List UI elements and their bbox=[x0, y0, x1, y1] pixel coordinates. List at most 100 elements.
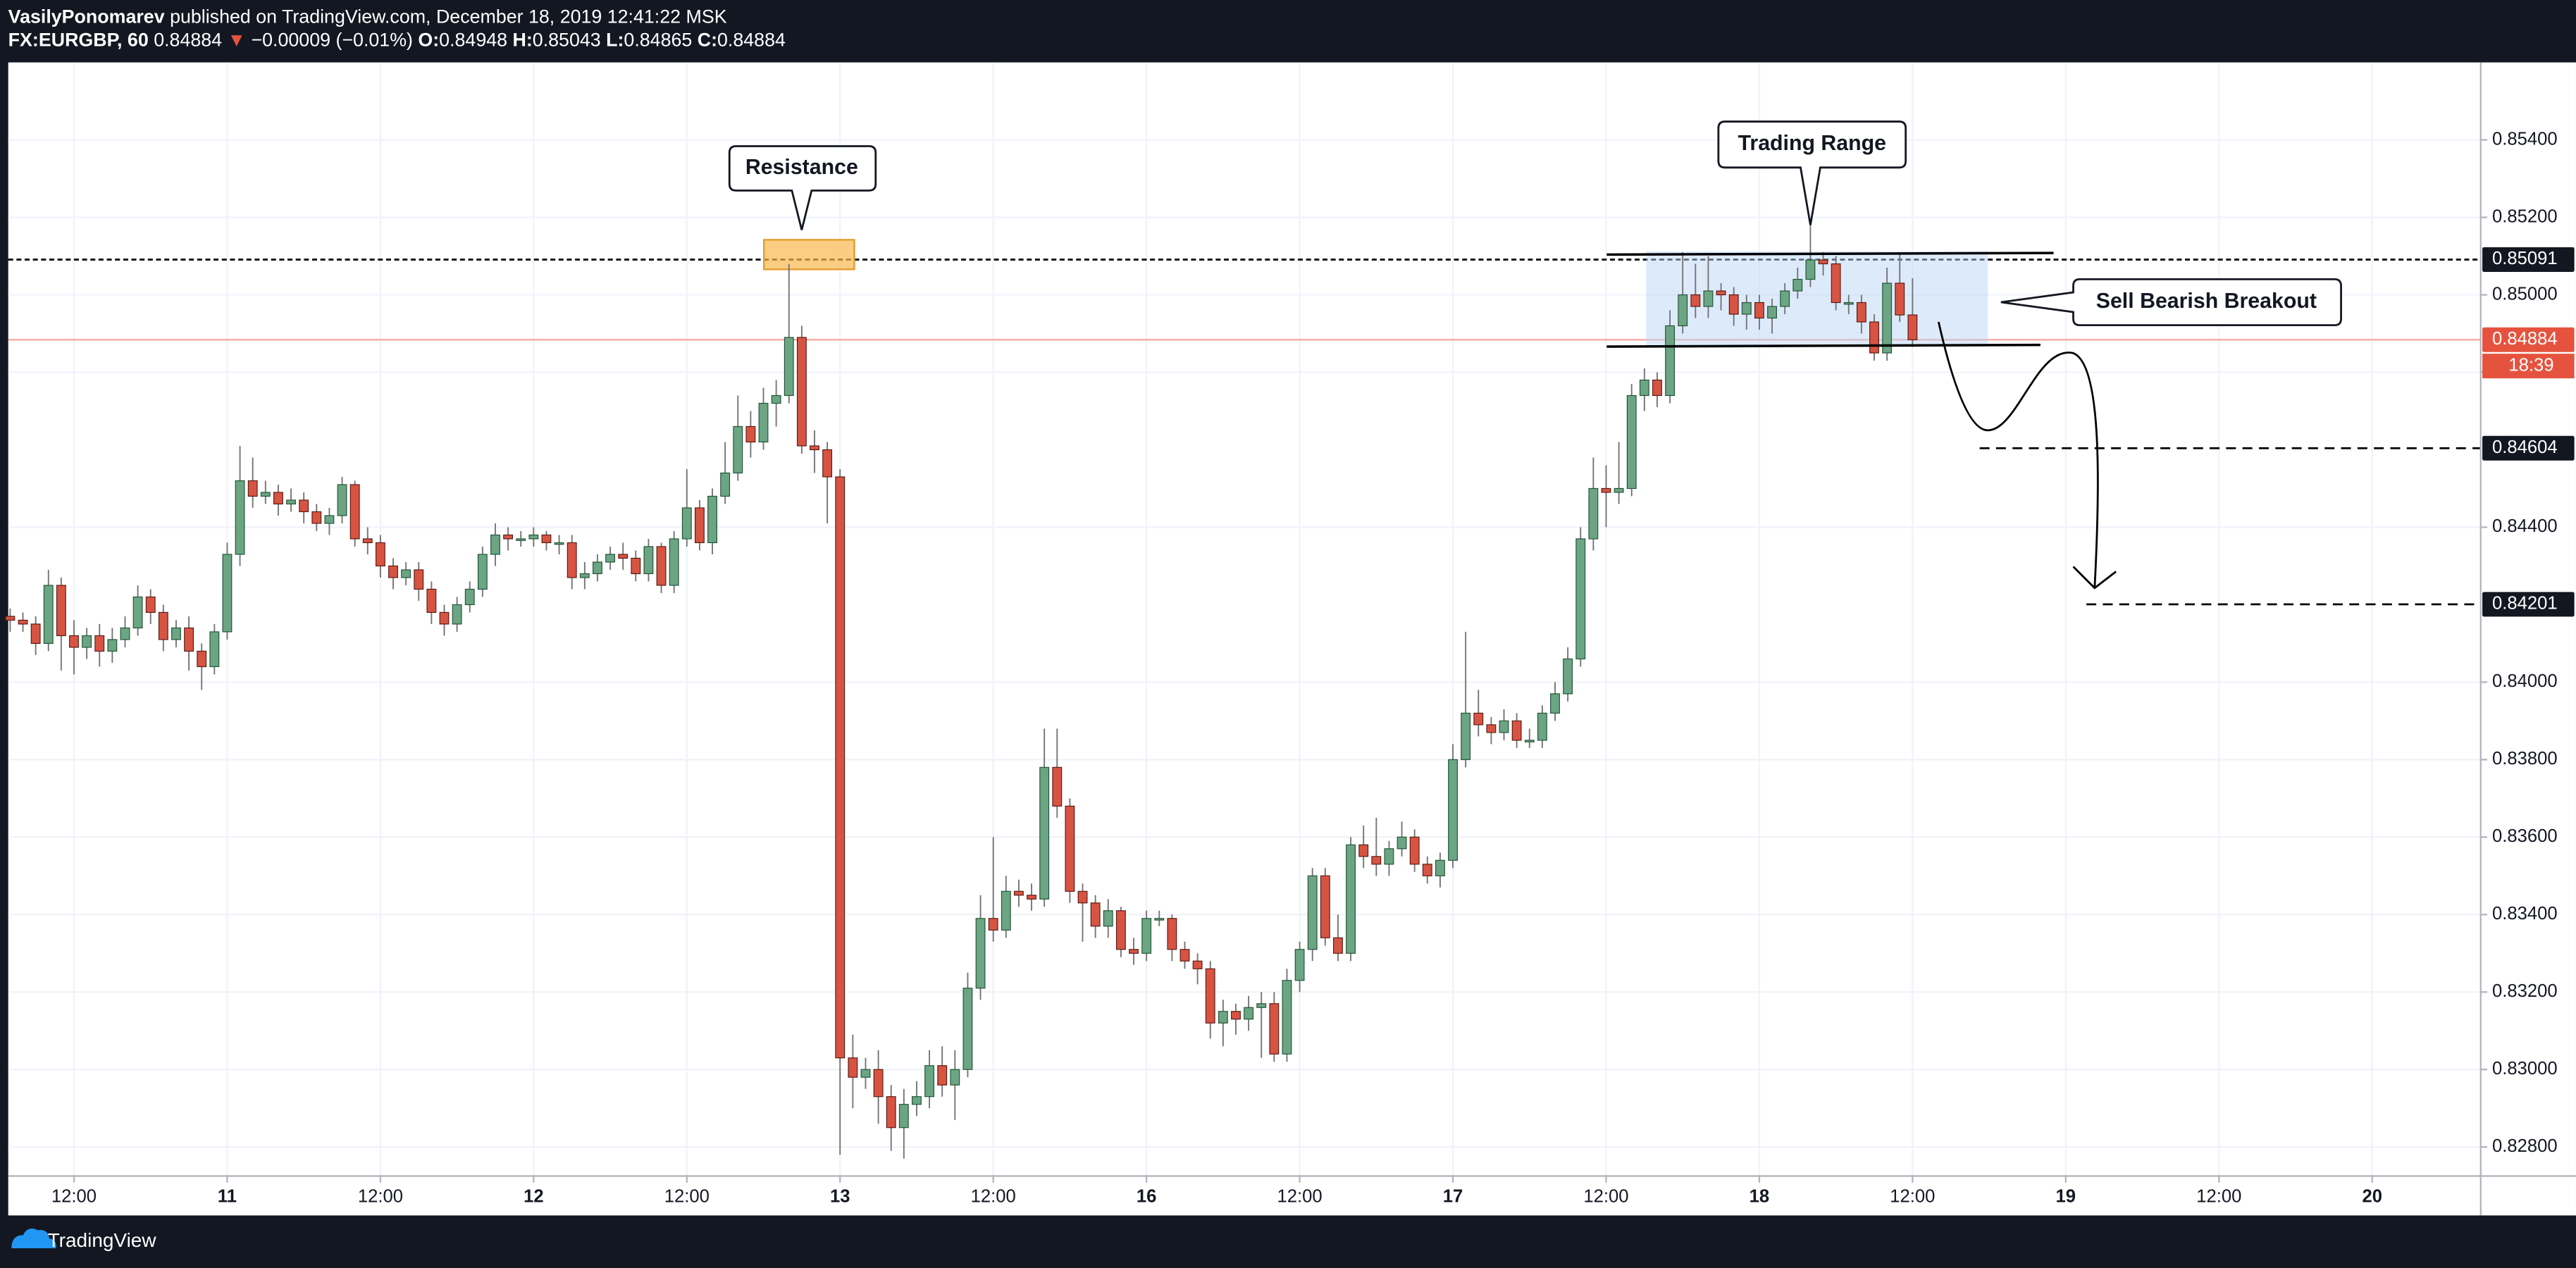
x-tick-label: 19 bbox=[2056, 1187, 2076, 1207]
candle-body bbox=[1448, 759, 1458, 861]
candle-body bbox=[299, 499, 309, 513]
candle-body bbox=[1639, 379, 1649, 397]
candle-body bbox=[1907, 314, 1918, 340]
candle-body bbox=[1333, 937, 1343, 954]
candle-body bbox=[43, 585, 54, 644]
candle-body bbox=[873, 1069, 884, 1098]
callout bbox=[2000, 278, 2342, 327]
x-tick-label: 12:00 bbox=[1583, 1187, 1628, 1207]
candle-body bbox=[1077, 890, 1088, 904]
candle-body bbox=[1728, 294, 1739, 315]
candle-body bbox=[414, 569, 424, 590]
candle-body bbox=[324, 515, 335, 524]
candle-body bbox=[1256, 1003, 1267, 1008]
candle-body bbox=[1371, 856, 1382, 865]
ohlc-key: H: bbox=[513, 29, 533, 50]
candle-body bbox=[860, 1069, 871, 1078]
candle-body bbox=[452, 604, 462, 625]
candle-body bbox=[1499, 720, 1509, 733]
ohlc-value: 0.85043 bbox=[533, 29, 601, 50]
candle-body bbox=[82, 635, 92, 648]
brand: TradingView bbox=[48, 1229, 157, 1251]
candle-body bbox=[618, 554, 628, 559]
candle-body bbox=[132, 596, 143, 628]
y-tick-label: 0.83400 bbox=[2492, 904, 2558, 924]
header-line: VasilyPonomarev published on TradingView… bbox=[8, 6, 727, 27]
candle-body bbox=[337, 484, 347, 516]
price-label: 0.84201 bbox=[2492, 594, 2558, 614]
candle-body bbox=[1703, 290, 1714, 307]
candle-body bbox=[669, 538, 679, 586]
candle-body bbox=[1320, 875, 1330, 938]
candle-body bbox=[1435, 859, 1445, 876]
candle-body bbox=[1895, 282, 1905, 316]
candle-body bbox=[286, 499, 296, 505]
x-tick-label: 12 bbox=[524, 1187, 544, 1207]
candle-body bbox=[1537, 712, 1547, 741]
candle-body bbox=[1409, 836, 1420, 865]
candle-body bbox=[1103, 910, 1113, 927]
candle-body bbox=[1231, 1011, 1241, 1020]
price-label: 0.84884 bbox=[2492, 329, 2558, 349]
candle-body bbox=[810, 445, 819, 451]
candle-body bbox=[988, 918, 998, 931]
resistance-zone bbox=[763, 239, 855, 271]
candle-body bbox=[1384, 848, 1394, 865]
y-tick-label: 0.85000 bbox=[2492, 284, 2558, 304]
candle-body bbox=[1741, 302, 1752, 315]
candle-body bbox=[541, 534, 552, 544]
candle-body bbox=[1665, 325, 1676, 397]
candle-body bbox=[1014, 890, 1024, 896]
candle-body bbox=[247, 480, 258, 497]
range-top bbox=[1606, 251, 2054, 256]
x-tick-label: 12:00 bbox=[1277, 1187, 1323, 1207]
y-tick-label: 0.85400 bbox=[2492, 129, 2558, 149]
forecast-arrow bbox=[1937, 321, 2099, 588]
candle-body bbox=[1358, 844, 1369, 857]
candle-body bbox=[1754, 302, 1764, 319]
y-tick-label: 0.83000 bbox=[2492, 1059, 2558, 1079]
x-tick-label: 12:00 bbox=[358, 1187, 403, 1207]
callout bbox=[1717, 120, 1907, 225]
candle-body bbox=[1843, 302, 1854, 305]
ohlc-key: O: bbox=[418, 29, 439, 50]
candle-body bbox=[1461, 712, 1471, 760]
candle-body bbox=[362, 538, 373, 544]
candle-body bbox=[681, 507, 692, 540]
candle-body bbox=[1626, 394, 1637, 490]
candle-body bbox=[835, 476, 846, 1059]
candle-body bbox=[1090, 902, 1101, 927]
candle-body bbox=[1792, 278, 1803, 292]
candle-body bbox=[1486, 724, 1497, 733]
candle-body bbox=[733, 425, 743, 474]
candle-body bbox=[1690, 294, 1701, 307]
candle-body bbox=[1129, 949, 1139, 954]
candle-body bbox=[1614, 487, 1624, 493]
x-tick-label: 18 bbox=[1750, 1187, 1770, 1207]
ohlc-key: C: bbox=[698, 29, 717, 50]
candle-body bbox=[1550, 693, 1560, 714]
candle-body bbox=[145, 596, 156, 613]
candle-body bbox=[158, 611, 168, 640]
candle-body bbox=[1218, 1011, 1228, 1024]
y-tick-label: 0.84400 bbox=[2492, 516, 2558, 536]
x-tick-label: 12:00 bbox=[2196, 1187, 2241, 1207]
candle-body bbox=[937, 1065, 948, 1086]
candle-body bbox=[439, 611, 450, 625]
candle-body bbox=[1588, 487, 1599, 540]
candle-body bbox=[796, 337, 807, 447]
candle-body bbox=[1039, 766, 1050, 900]
candle-body bbox=[1294, 949, 1305, 981]
x-tick-label: 17 bbox=[1443, 1187, 1463, 1207]
candle-body bbox=[822, 449, 833, 478]
candle-body bbox=[1141, 918, 1152, 954]
candle-body bbox=[1205, 968, 1215, 1024]
candle-body bbox=[56, 585, 66, 636]
candle-body bbox=[1511, 720, 1522, 741]
ohlc-value: 0.84948 bbox=[439, 29, 507, 50]
x-tick-label: 12:00 bbox=[51, 1187, 97, 1207]
candle-body bbox=[898, 1104, 909, 1129]
candle-body bbox=[975, 918, 986, 989]
brand-logo bbox=[11, 1229, 56, 1249]
